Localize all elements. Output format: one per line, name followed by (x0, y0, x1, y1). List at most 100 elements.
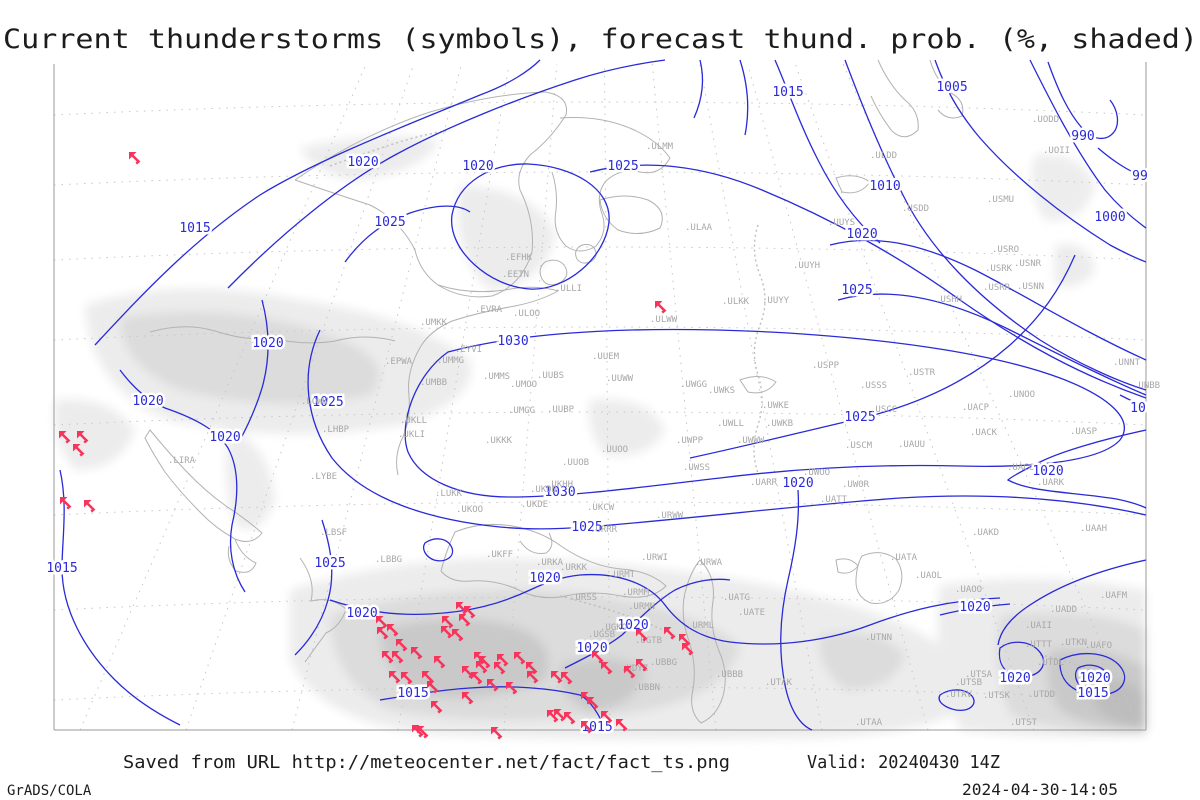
isobar-label: 1005 (936, 80, 967, 95)
station-code-UTSA: .UTSA (965, 670, 993, 680)
station-code-UUBS: .UUBS (537, 371, 564, 381)
station-code-UAII: .UAII (1025, 621, 1052, 631)
isobar-label: 1025 (607, 159, 638, 174)
station-code-URWI: .URWI (641, 553, 668, 563)
station-code-UKOO: .UKOO (456, 505, 483, 515)
valid-time: Valid: 20240430 14Z (807, 752, 1000, 773)
station-code-LHBP: .LHBP (322, 425, 350, 435)
station-code-UACK: .UACK (970, 428, 998, 438)
station-code-UUOO: .UUOO (601, 445, 628, 455)
station-code-UTSB: .UTSB (955, 678, 982, 688)
station-code-URMT: .URMT (608, 570, 636, 580)
station-code-UGSB: .UGSB (588, 630, 615, 640)
station-code-UWWW: .UWWW (737, 436, 765, 446)
station-code-UGKO: .UGKO (600, 623, 627, 633)
isobar-label: 1020 (529, 571, 560, 586)
station-code-USRK: .USRK (985, 264, 1013, 274)
isobar-contours (59, 59, 1147, 731)
station-code-EETN: .EETN (502, 270, 529, 280)
station-code-USRO: .USRO (992, 245, 1019, 255)
station-code-URSS: .URSS (570, 593, 597, 603)
station-code-UUOB: .UUOB (562, 458, 589, 468)
isobar-label: 1020 (782, 476, 813, 491)
station-code-UKCW: .UKCW (587, 503, 615, 513)
station-code-UATG: .UATG (723, 593, 750, 603)
station-code-URKA: .URKA (536, 558, 564, 568)
isobar-label: 1030 (497, 334, 528, 349)
station-code-UWLL: .UWLL (717, 419, 744, 429)
station-code-UATA: .UATA (890, 553, 918, 563)
isobar-label: 1020 (576, 641, 607, 656)
station-code-UARK: .UARK (1037, 478, 1065, 488)
station-code-UOII: .UOII (1043, 146, 1070, 156)
station-code-UWPP: .UWPP (676, 436, 704, 446)
graticule-meridian (604, 63, 611, 731)
map-title: Current thunderstorms (symbols), forecas… (3, 24, 1198, 55)
station-code-USSS: .USSS (860, 381, 887, 391)
station-code-UTTT: .UTTT (1025, 640, 1053, 650)
station-code-UNOO: .UNOO (1008, 390, 1035, 400)
isobar-label: 1020 (252, 336, 283, 351)
station-code-UNBB: .UNBB (1133, 381, 1160, 391)
station-code-UTST: .UTST (1010, 718, 1038, 728)
isobar-label: 1015 (46, 561, 77, 576)
station-code-UTDL: .UTDL (1037, 658, 1064, 668)
isobar-label: 1025 (571, 520, 602, 535)
station-code-UUWW: .UUWW (606, 374, 634, 384)
isobar-label: 1020 (132, 394, 163, 409)
generation-timestamp: 2024-04-30-14:05 (962, 780, 1118, 799)
station-code-UTDD: .UTDD (1028, 690, 1055, 700)
station-code-UAAH: .UAAH (1080, 524, 1107, 534)
station-code-UUYY: .UUYY (762, 296, 790, 306)
isobar-label: 99 (1132, 169, 1148, 184)
station-code-URRR: .URRR (590, 525, 618, 535)
station-code-UAOL: .UAOL (915, 571, 942, 581)
isobar-label: 990 (1071, 129, 1094, 144)
station-code-EPWA: .EPWA (385, 357, 413, 367)
thunderstorm-icon (58, 495, 71, 510)
station-code-UKDD: .UKDD (530, 485, 557, 495)
station-code-UNNT: .UNNT (1113, 358, 1141, 368)
station-code-LUKK: .LUKK (435, 489, 463, 499)
station-code-UWKS: .UWKS (708, 386, 735, 396)
station-code-UGTB: .UGTB (635, 636, 662, 646)
isobar-label: 1020 (347, 155, 378, 170)
station-code-UTNN: .UTNN (865, 633, 892, 643)
station-code-UMGG: .UMGG (508, 406, 535, 416)
station-code-UASP: .UASP (1070, 427, 1098, 437)
station-code-UODD: .UODD (1032, 115, 1059, 125)
isobar-label: 1025 (841, 283, 872, 298)
isobar-label: 1025 (314, 556, 345, 571)
station-code-USHH: .USHH (935, 295, 962, 305)
station-code-LOWW: .LOWW (301, 397, 329, 407)
isobar-label: 10 (1130, 401, 1146, 416)
station-code-UKLL: .UKLL (400, 416, 427, 426)
station-code-UACP: .UACP (962, 403, 990, 413)
station-code-URWW: .URWW (656, 511, 684, 521)
station-code-UUBP: .UUBP (547, 405, 575, 415)
thunderstorm-icon (82, 498, 95, 513)
station-code-UKFF: .UKFF (486, 550, 513, 560)
station-code-UBBG: .UBBG (650, 658, 677, 668)
station-code-UTSK: .UTSK (983, 691, 1011, 701)
station-code-URKK: .URKK (560, 563, 588, 573)
station-code-URMN: .URMN (628, 602, 655, 612)
station-code-ULWW: .ULWW (650, 315, 678, 325)
station-code-UMOO: .UMOO (510, 380, 537, 390)
isobar-label: 1020 (346, 606, 377, 621)
station-code-EFHK: .EFHK (505, 253, 533, 263)
graticule-meridian (794, 63, 1035, 731)
isobar-label: 1025 (374, 215, 405, 230)
station-code-UATT: .UATT (820, 495, 848, 505)
station-code-LYBE: .LYBE (310, 472, 337, 482)
isobar-label: 1015 (772, 85, 803, 100)
station-code-ULLI: .ULLI (555, 284, 582, 294)
isobar-label: 1020 (1032, 464, 1063, 479)
station-code-USPP: .USPP (812, 361, 840, 371)
graticule-meridian (79, 63, 367, 731)
station-code-ULKK: .ULKK (722, 297, 750, 307)
station-code-UAOO: .UAOO (955, 585, 982, 595)
station-code-UKDE: .UKDE (521, 500, 548, 510)
